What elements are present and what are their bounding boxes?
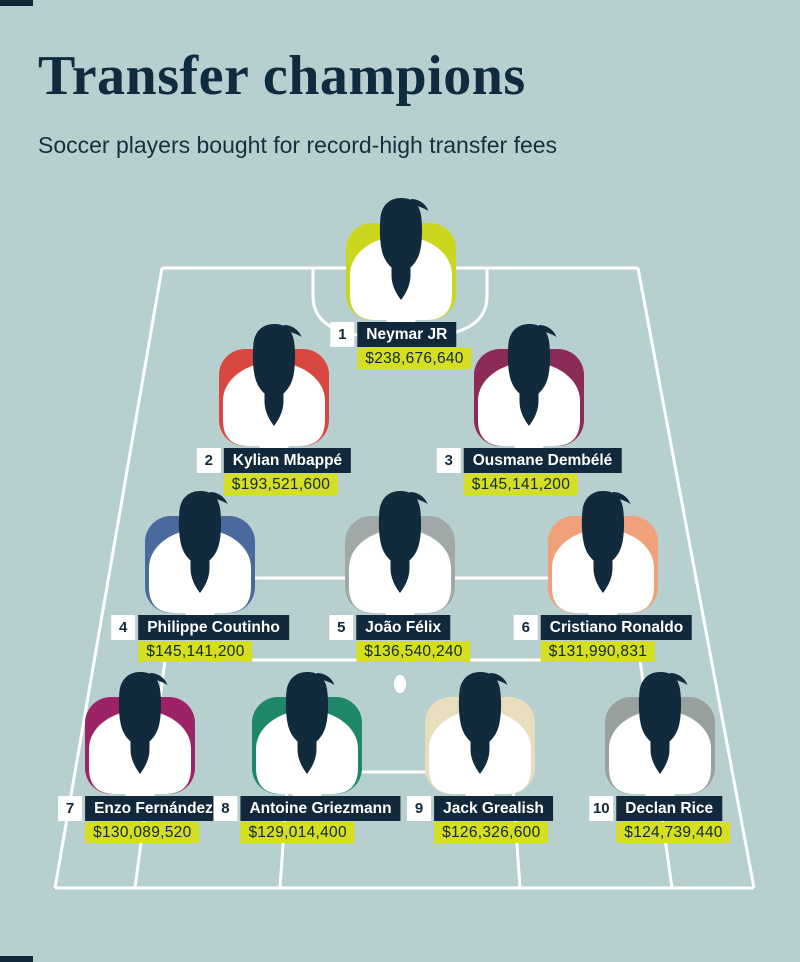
label-spacer [407, 822, 434, 843]
player-label: 9 Jack Grealish $126,326,600 [407, 796, 553, 843]
player-name: João Félix [356, 615, 451, 640]
label-spacer [514, 641, 541, 662]
label-spacer [111, 641, 138, 662]
player-figure [247, 669, 367, 839]
player-rank-badge: 5 [329, 615, 354, 640]
player-figure [420, 669, 540, 839]
player-label: 10 Declan Rice $124,739,440 [589, 796, 731, 843]
player-name: Cristiano Ronaldo [540, 615, 693, 640]
field-right-sideline [636, 267, 756, 889]
label-spacer [197, 474, 224, 495]
player-figure [214, 321, 334, 491]
player-figure [341, 195, 461, 365]
player-name: Philippe Coutinho [138, 615, 289, 640]
player-figure [80, 669, 200, 839]
label-spacer [589, 822, 616, 843]
label-spacer [58, 822, 85, 843]
player-transfer-fee: $130,089,520 [85, 822, 200, 843]
player-jersey-icon [425, 672, 535, 809]
player-figure [469, 321, 589, 491]
player-jersey-icon [219, 324, 329, 461]
player-transfer-fee: $126,326,600 [434, 822, 549, 843]
player-rank-badge: 9 [407, 796, 432, 821]
player-rank-badge: 3 [436, 448, 461, 473]
player-transfer-fee: $124,739,440 [616, 822, 731, 843]
player-label: 5 João Félix $136,540,240 [329, 615, 471, 662]
player-transfer-fee: $136,540,240 [356, 641, 471, 662]
player-rank-badge: 6 [513, 615, 538, 640]
page-title: Transfer champions [38, 45, 526, 107]
penalty-spot [394, 675, 406, 693]
player-transfer-fee: $193,521,600 [223, 474, 339, 495]
player-transfer-fee: $131,990,831 [540, 641, 656, 662]
player-jersey-icon [345, 491, 455, 628]
player-transfer-fee: $238,676,640 [357, 348, 472, 369]
player-transfer-fee: $145,141,200 [138, 641, 253, 662]
player-jersey-icon [474, 324, 584, 461]
label-spacer [329, 641, 356, 662]
player-transfer-fee: $129,014,400 [240, 822, 355, 843]
top-left-corner-bar [0, 0, 33, 6]
player-rank-badge: 10 [589, 796, 614, 821]
player-jersey-icon [252, 672, 362, 809]
player-rank-badge: 1 [330, 322, 355, 347]
player-label: 6 Cristiano Ronaldo $131,990,831 [513, 615, 693, 662]
player-transfer-fee: $145,141,200 [463, 474, 579, 495]
player-rank-badge: 7 [58, 796, 83, 821]
player-rank-badge: 8 [213, 796, 238, 821]
player-figure [543, 488, 663, 658]
player-label: 3 Ousmane Dembélé $145,141,200 [436, 448, 622, 495]
player-label: 2 Kylian Mbappé $193,521,600 [196, 448, 352, 495]
label-spacer [437, 474, 464, 495]
player-label: 7 Enzo Fernández $130,089,520 [58, 796, 222, 843]
bottom-left-corner-bar [0, 956, 33, 962]
player-name: Jack Grealish [434, 796, 553, 821]
player-jersey-icon [346, 198, 456, 335]
player-name: Declan Rice [616, 796, 723, 821]
player-jersey-icon [145, 491, 255, 628]
label-spacer [330, 348, 357, 369]
player-name: Kylian Mbappé [223, 448, 352, 473]
player-figure [600, 669, 720, 839]
player-jersey-icon [605, 672, 715, 809]
player-name: Enzo Fernández [85, 796, 222, 821]
player-figure [340, 488, 460, 658]
player-label: 1 Neymar JR $238,676,640 [330, 322, 472, 369]
player-rank-badge: 4 [111, 615, 136, 640]
player-rank-badge: 2 [196, 448, 221, 473]
field-left-sideline [53, 267, 164, 889]
player-figure [140, 488, 260, 658]
player-label: 4 Philippe Coutinho $145,141,200 [111, 615, 289, 662]
player-jersey-icon [85, 672, 195, 809]
player-name: Neymar JR [357, 322, 457, 347]
player-jersey-icon [548, 491, 658, 628]
player-label: 8 Antoine Griezmann $129,014,400 [213, 796, 401, 843]
page-subtitle: Soccer players bought for record-high tr… [38, 132, 558, 158]
player-name: Ousmane Dembélé [463, 448, 622, 473]
label-spacer [213, 822, 240, 843]
player-name: Antoine Griezmann [240, 796, 401, 821]
